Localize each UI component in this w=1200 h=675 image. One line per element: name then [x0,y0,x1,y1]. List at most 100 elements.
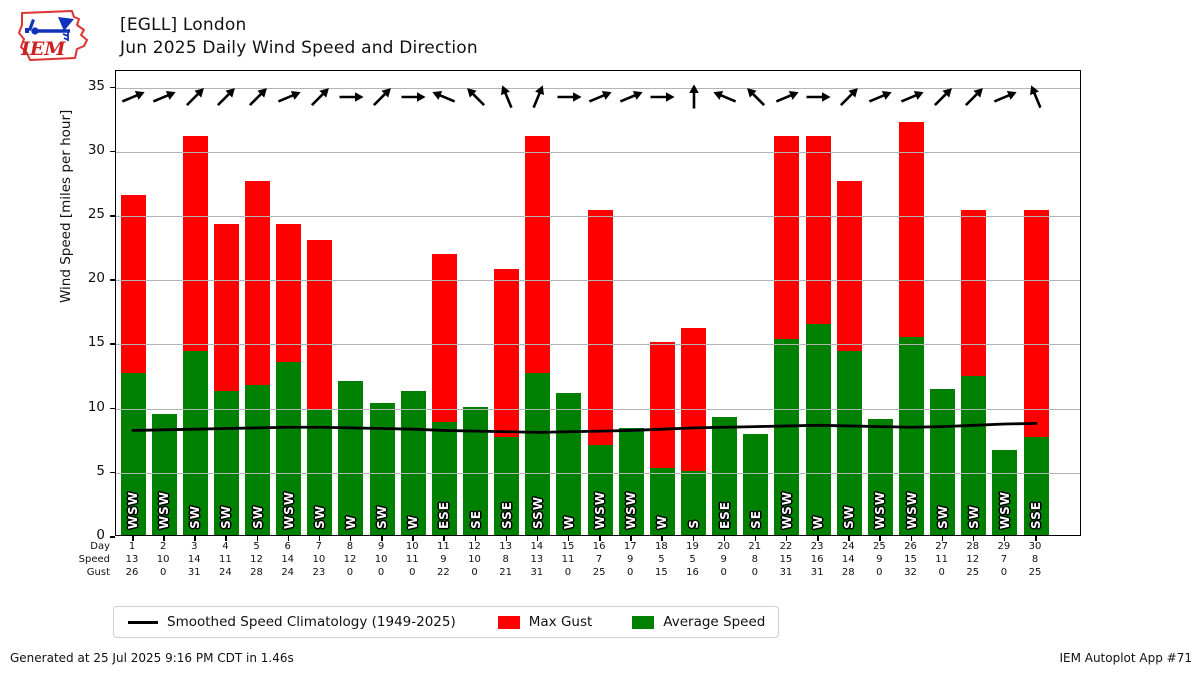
x-tick-mark [443,536,445,541]
x-axis-value: 0 [627,567,634,578]
x-axis-value: 12 [966,554,980,565]
x-tick-mark [723,536,726,541]
x-axis-value: 28 [841,567,855,578]
wind-direction-arrow-icon [153,91,176,103]
y-tick-label: 10 [87,398,105,415]
x-axis-value: 12 [343,554,357,565]
x-axis-row-header: Speed [78,554,110,565]
wind-direction-arrow-icon [277,91,301,103]
wind-direction-arrow-icon [775,91,799,103]
x-axis-value: 1 [128,541,136,552]
x-tick-mark [505,536,508,541]
iem-logo: IEM [18,10,88,61]
x-axis-value: 9 [440,554,447,565]
x-tick-mark [194,536,196,541]
x-axis-value: 11 [561,554,575,565]
x-axis-value: 7 [595,554,603,565]
bar-avg-speed [681,470,707,535]
x-axis-value: 9 [876,554,883,565]
bar-avg-speed [649,468,675,535]
y-tick-label: 25 [87,206,105,223]
bar-avg-speed [805,324,831,535]
wind-direction-arrow-icon [373,88,392,107]
x-axis-value: 25 [872,541,886,552]
x-tick-mark [661,536,663,541]
bar-avg-speed [774,338,800,535]
bar-avg-speed [431,422,457,535]
bar-direction-label: SW [250,505,265,529]
x-axis-value: 0 [720,567,727,578]
wind-direction-arrow-icon [121,91,145,103]
x-axis-value: 0 [751,567,758,578]
x-tick-mark [349,536,352,541]
x-axis-value: 14 [281,554,295,565]
bar-direction-label: WSW [281,490,296,529]
y-tick-mark [110,215,115,217]
x-axis-row-header: Day [90,541,110,552]
x-axis-value: 0 [346,567,354,578]
wind-direction-arrow-icon [217,88,236,107]
bar-avg-speed [120,373,146,535]
x-tick-mark [412,536,414,541]
x-tick-mark [474,536,477,541]
x-axis-value: 22 [437,567,450,578]
bar-direction-label: SSW [530,496,545,529]
x-axis-value: 12 [468,541,481,552]
plot-area: WSW WSW SW SW SW WSW SW W SW W ESE SE SSE SSW W WSW WSW W… [115,70,1081,536]
bar-direction-label: SW [312,505,327,529]
wind-direction-arrow-icon [933,88,952,107]
bar-direction-label: WSW [904,490,919,529]
wind-direction-arrow-icon [588,91,612,103]
x-tick-mark [256,536,259,541]
x-axis-value: 32 [904,567,917,578]
x-axis-value: 0 [1000,567,1008,578]
x-tick-mark [287,536,290,541]
x-axis-value: 6 [284,541,291,552]
x-axis-value: 10 [468,554,481,565]
bar-avg-speed [338,380,364,535]
x-axis-value: 24 [841,541,855,552]
x-axis-value: 18 [655,541,668,552]
bar-avg-speed [276,361,302,535]
bar-direction-label: ESE [437,500,452,529]
bar-direction-label: SE [468,510,483,529]
x-axis-value: 29 [997,541,1011,552]
wind-direction-arrow-icon [688,84,699,109]
x-axis-value: 16 [592,541,606,552]
x-axis-value: 25 [1028,567,1042,578]
x-axis-value: 24 [219,567,232,578]
x-axis-value: 10 [374,554,388,565]
x-axis-value: 13 [530,554,544,565]
bar-direction-label: WSW [873,490,888,529]
x-tick-mark [941,536,944,541]
x-tick-mark [1035,536,1037,541]
bar-direction-label: SW [188,505,203,529]
wind-direction-arrow-icon [840,88,859,107]
x-axis-value: 25 [592,567,606,578]
bar-avg-speed [992,450,1018,535]
bar-avg-speed [182,351,208,535]
bar-avg-speed [618,428,644,535]
bar-direction-label: SW [935,505,950,529]
bar-avg-speed [245,384,271,535]
bar-avg-speed [961,375,987,535]
max-gust-swatch [497,615,520,629]
x-axis-value: 14 [841,554,855,565]
wind-direction-arrow-icon [248,88,267,107]
x-axis-value: 8 [751,554,758,565]
bar-avg-speed [743,433,769,535]
x-axis-value: 0 [564,567,572,578]
wind-direction-arrow-icon [432,91,456,103]
wind-direction-arrow-icon [620,91,643,103]
x-axis-value: 11 [405,554,419,565]
bar-avg-speed [587,445,613,535]
x-tick-mark [910,536,912,541]
x-axis-value: 9 [627,554,634,565]
x-axis-value: 15 [779,554,793,565]
wind-direction-arrow-icon [964,88,983,107]
x-tick-mark [567,536,570,541]
wind-direction-arrow-icon [1030,85,1042,109]
legend-item-climatology: Smoothed Speed Climatology (1949-2025) [128,614,456,630]
x-axis-value: 12 [250,554,263,565]
